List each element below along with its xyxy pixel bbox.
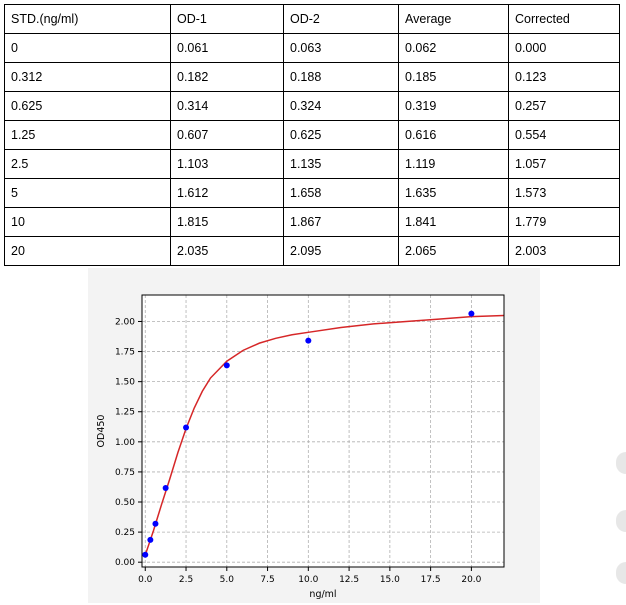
table-cell: 0.061	[170, 33, 284, 63]
edge-scroll-handle	[616, 510, 626, 532]
data-point	[468, 310, 475, 317]
data-point	[305, 337, 312, 344]
table-cell: 1.658	[283, 178, 399, 208]
edge-scroll-handle	[616, 562, 626, 584]
column-header: Corrected	[508, 4, 620, 34]
table-cell: 2.003	[508, 236, 620, 266]
table-row: 0.625 0.314 0.324 0.319 0.257	[4, 91, 620, 121]
table-cell: 1.573	[508, 178, 620, 208]
table-cell: 1.135	[283, 149, 399, 179]
data-point	[142, 551, 149, 558]
x-tick-label: 15.0	[380, 575, 400, 585]
x-tick-label: 10.0	[298, 575, 318, 585]
standard-curve-plot: 0.0 2.5 5.0 7.5 10.0 12.5 15.0 17.5 20.0 0.00 0.25…	[96, 294, 505, 600]
data-point	[152, 520, 159, 527]
table-cell: 20	[4, 236, 171, 266]
table-cell: 0.257	[508, 91, 620, 121]
data-point	[223, 362, 230, 369]
table-cell: 0.625	[4, 91, 171, 121]
x-tick-label: 2.5	[179, 575, 193, 585]
table-cell: 0.000	[508, 33, 620, 63]
table-cell: 0.324	[283, 91, 399, 121]
table-cell: 0.314	[170, 91, 284, 121]
table-cell: 0.062	[398, 33, 509, 63]
x-tick-label: 17.5	[421, 575, 441, 585]
table-cell: 2.035	[170, 236, 284, 266]
table-cell: 0.188	[283, 62, 399, 92]
table-cell: 1.635	[398, 178, 509, 208]
plot-frame	[141, 294, 505, 568]
table-cell: 0.063	[283, 33, 399, 63]
y-tick-label: 2.00	[115, 317, 135, 327]
x-tick-label: 20.0	[461, 575, 481, 585]
table-cell: 1.612	[170, 178, 284, 208]
x-tick-label: 12.5	[339, 575, 359, 585]
column-header: OD-2	[283, 4, 399, 34]
standard-curve-table: STD.(ng/ml) OD-1 OD-2 Average Corrected 0 0.06…	[4, 4, 620, 266]
x-tick-label: 5.0	[220, 575, 235, 585]
table-row: 5 1.612 1.658 1.635 1.573	[4, 178, 620, 208]
table-cell: 1.119	[398, 149, 509, 179]
column-header: STD.(ng/ml)	[4, 4, 171, 34]
column-header: Average	[398, 4, 509, 34]
table-cell: 1.25	[4, 120, 171, 150]
table-cell: 1.867	[283, 207, 399, 237]
x-axis-label: ng/ml	[309, 589, 336, 600]
table-cell: 2.5	[4, 149, 171, 179]
table-cell: 0.607	[170, 120, 284, 150]
x-tick-label: 7.5	[260, 575, 274, 585]
table-cell: 0.182	[170, 62, 284, 92]
x-tick-label: 0.0	[138, 575, 153, 585]
table-cell: 0.554	[508, 120, 620, 150]
table-header-row: STD.(ng/ml) OD-1 OD-2 Average Corrected	[4, 4, 620, 34]
y-tick-label: 0.25	[115, 528, 135, 538]
table-row: 20 2.035 2.095 2.065 2.003	[4, 236, 620, 266]
table-cell: 0.123	[508, 62, 620, 92]
table-row: 10 1.815 1.867 1.841 1.779	[4, 207, 620, 237]
table-cell: 1.841	[398, 207, 509, 237]
y-tick-label: 1.50	[115, 378, 135, 388]
data-point	[147, 536, 154, 543]
y-tick-label: 1.25	[115, 408, 135, 418]
table-cell: 10	[4, 207, 171, 237]
table-cell: 1.057	[508, 149, 620, 179]
table-cell: 0.625	[283, 120, 399, 150]
table-cell: 1.779	[508, 207, 620, 237]
table-cell: 0.185	[398, 62, 509, 92]
table-cell: 1.815	[170, 207, 284, 237]
data-point	[162, 485, 169, 492]
table-cell: 2.095	[283, 236, 399, 266]
edge-scroll-handle	[616, 452, 626, 474]
y-tick-label: 0.75	[115, 468, 135, 478]
column-header: OD-1	[170, 4, 284, 34]
plot-panel: 0.0 2.5 5.0 7.5 10.0 12.5 15.0 17.5 20.0 0.00 0.25…	[88, 268, 540, 603]
y-tick-label: 1.00	[115, 438, 135, 448]
table-row: 1.25 0.607 0.625 0.616 0.554	[4, 120, 620, 150]
table-cell: 1.103	[170, 149, 284, 179]
y-axis-label: OD450	[96, 415, 107, 448]
data-point	[183, 424, 190, 431]
table-cell: 5	[4, 178, 171, 208]
table-cell: 0.312	[4, 62, 171, 92]
table-row: 2.5 1.103 1.135 1.119 1.057	[4, 149, 620, 179]
y-tick-label: 0.00	[115, 558, 135, 568]
fit-curve-line	[144, 314, 505, 556]
table-cell: 0.616	[398, 120, 509, 150]
y-tick-label: 1.75	[115, 348, 135, 358]
table-cell: 0.319	[398, 91, 509, 121]
table-cell: 0	[4, 33, 171, 63]
plot-area	[142, 295, 504, 567]
table-body: STD.(ng/ml) OD-1 OD-2 Average Corrected 0 0.06…	[4, 4, 620, 266]
table-row: 0.312 0.182 0.188 0.185 0.123	[4, 62, 620, 92]
y-tick-label: 0.50	[115, 498, 135, 508]
table-cell: 2.065	[398, 236, 509, 266]
table-row: 0 0.061 0.063 0.062 0.000	[4, 33, 620, 63]
